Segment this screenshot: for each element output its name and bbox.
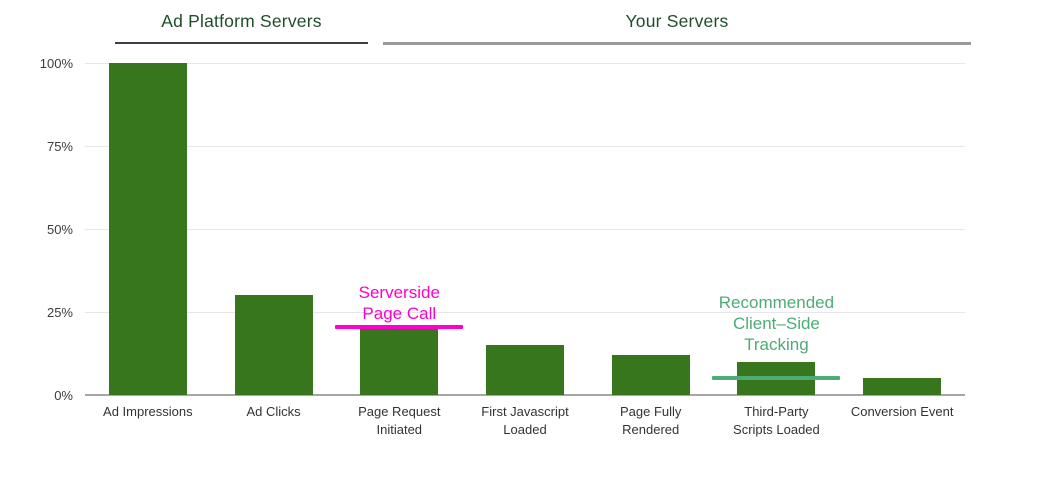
annotation-recommended-client-side-tracking: Recommended Client–Side Tracking	[718, 293, 835, 354]
x-axis-category-label: Page Request Initiated	[358, 404, 441, 437]
section-header-your-servers: Your Servers	[625, 11, 729, 31]
x-axis-category-label: First Javascript Loaded	[481, 404, 569, 437]
y-axis-tick-label: 75%	[46, 139, 73, 154]
y-axis-tick-label: 100%	[39, 56, 73, 71]
gridline	[85, 146, 965, 147]
gridline	[85, 63, 965, 64]
bar-page-fully-rendered	[611, 355, 690, 395]
your-servers-underline	[383, 42, 971, 45]
bar-page-request-initiated	[360, 328, 439, 395]
annotation-line-recommended-client-side-tracking	[712, 376, 841, 380]
y-axis-tick-label: 25%	[46, 305, 73, 320]
gridline	[85, 229, 965, 230]
annotation-line-serverside-page-call	[335, 325, 464, 329]
x-axis-category-label: Third-Party Scripts Loaded	[733, 404, 820, 437]
x-axis-category-label: Ad Impressions	[103, 404, 193, 419]
x-axis-category-label: Page Fully Rendered	[619, 404, 682, 437]
y-axis-tick-label: 50%	[46, 222, 73, 237]
x-axis-line	[85, 394, 965, 396]
annotation-serverside-page-call: Serverside Page Call	[358, 283, 440, 323]
bar-ad-clicks	[234, 295, 313, 395]
x-axis-category-label: Conversion Event	[850, 404, 954, 419]
x-axis-category-label: Ad Clicks	[246, 404, 301, 419]
bar-first-javascript-loaded	[486, 345, 564, 395]
gridline	[85, 312, 965, 313]
bar-ad-impressions	[108, 63, 187, 395]
y-axis-tick-label: 0%	[54, 388, 73, 403]
bar-conversion-event	[863, 378, 942, 395]
section-header-ad-platform-servers: Ad Platform Servers	[161, 11, 322, 31]
ad-platform-servers-underline	[115, 42, 368, 44]
